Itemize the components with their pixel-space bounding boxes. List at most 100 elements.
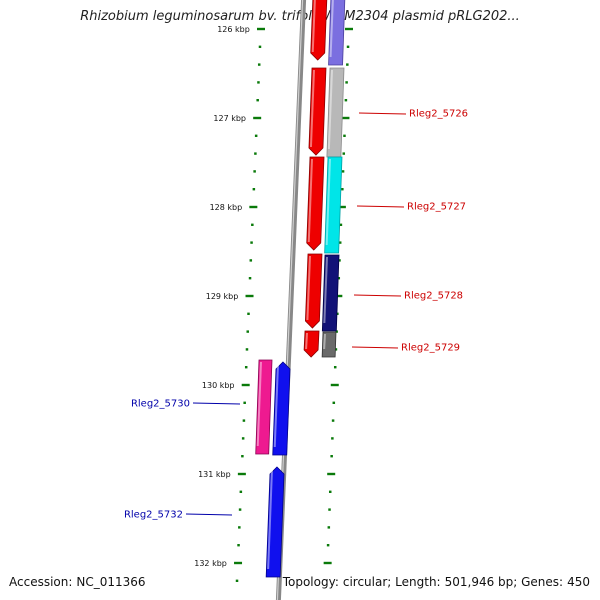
cog-block-Rleg2_5729-sheen (323, 333, 326, 350)
gene-label-leader-Rleg2_5728 (353, 294, 402, 297)
outer-scale-minor-tick (331, 437, 334, 440)
genome-stats-footer: Topology: circular; Length: 501,946 bp; Ge… (283, 575, 590, 589)
gene-block-Rleg2_5728 (305, 253, 323, 329)
outer-scale-minor-tick (346, 63, 349, 66)
outer-scale-minor-tick (346, 45, 350, 48)
gene-block-prev-cds-sheen (311, 0, 316, 53)
accession-label: Accession: (9, 575, 73, 589)
gene-block-Rleg2_5732 (265, 466, 285, 578)
cog-block-Rleg2_5730-sheen (256, 361, 262, 447)
gene-block-Rleg2_5727-sheen (307, 158, 313, 243)
cog-block-prev (328, 0, 346, 66)
genes-label: ; Genes: (513, 575, 564, 589)
outer-scale-minor-tick (338, 259, 341, 262)
inner-scale-minor-tick (248, 277, 252, 280)
inner-scale-minor-tick (239, 490, 243, 493)
inner-scale-minor-tick (250, 241, 253, 244)
gene-label-Rleg2_5727: Rleg2_5727 (407, 202, 466, 213)
inner-scale-minor-tick (245, 348, 249, 351)
outer-scale-minor-tick (338, 241, 342, 244)
inner-scale-major-tick (245, 294, 254, 298)
length-value: 501,946 bp (444, 575, 514, 589)
gene-label-leader-Rleg2_5732 (185, 513, 233, 516)
inner-scale-major-tick (257, 27, 265, 31)
outer-scale-minor-tick (333, 366, 337, 369)
outer-scale-major-tick (323, 561, 332, 565)
cog-block-Rleg2_5728 (321, 254, 340, 332)
scale-label-127kbp: 127 kbp (213, 114, 246, 123)
outer-scale-minor-tick (328, 508, 331, 511)
inner-scale-minor-tick (247, 312, 250, 315)
gene-block-Rleg2_5732-sheen (267, 468, 273, 570)
outer-scale-major-tick (341, 116, 350, 120)
inner-scale-minor-tick (235, 579, 239, 582)
scale-label-131kbp: 131 kbp (198, 470, 231, 479)
cog-block-Rleg2_5727 (324, 156, 343, 254)
scale-label-128kbp: 128 kbp (210, 203, 243, 212)
gene-block-Rleg2_5726-sheen (309, 69, 315, 148)
outer-scale-minor-tick (328, 490, 332, 493)
inner-scale-minor-tick (246, 330, 249, 333)
cog-block-prev-sheen (329, 0, 334, 58)
inner-scale-minor-tick (238, 526, 241, 529)
outer-scale-major-tick (330, 383, 339, 387)
inner-scale-minor-tick (253, 170, 256, 173)
inner-scale-minor-tick (258, 45, 262, 48)
scale-label-132kbp: 132 kbp (194, 559, 227, 568)
inner-scale-major-tick (249, 205, 258, 209)
outer-scale-minor-tick (344, 99, 348, 102)
outer-scale-minor-tick (335, 330, 338, 333)
gene-label-Rleg2_5732: Rleg2_5732 (124, 510, 183, 521)
outer-scale-minor-tick (341, 170, 345, 173)
inner-scale-major-tick (234, 561, 243, 565)
gene-block-Rleg2_5729 (303, 330, 320, 358)
inner-scale-major-tick (241, 383, 250, 387)
outer-scale-major-tick (345, 27, 353, 31)
inner-scale-minor-tick (242, 419, 246, 422)
inner-scale-major-tick (237, 472, 246, 476)
inner-scale-minor-tick (254, 152, 257, 155)
gene-label-leader-Rleg2_5730 (192, 402, 241, 405)
scale-label-130kbp: 130 kbp (202, 381, 235, 390)
cog-block-Rleg2_5726-sheen (327, 69, 333, 150)
map-title: Rhizobium leguminosarum bv. trifolii WSM… (80, 9, 520, 24)
length-label: ; Length: (387, 575, 441, 589)
gene-label-Rleg2_5726: Rleg2_5726 (409, 109, 468, 120)
cog-block-Rleg2_5729 (321, 331, 337, 358)
inner-scale-minor-tick (256, 99, 259, 102)
inner-scale-minor-tick (252, 188, 256, 191)
inner-scale-minor-tick (254, 134, 258, 137)
gene-label-Rleg2_5730: Rleg2_5730 (131, 399, 190, 410)
outer-scale-major-tick (327, 472, 336, 476)
gene-block-Rleg2_5729-sheen (305, 332, 308, 350)
cog-block-Rleg2_5727-sheen (325, 158, 331, 246)
outer-scale-minor-tick (334, 348, 338, 351)
accession-value: NC_011366 (76, 575, 146, 589)
outer-scale-minor-tick (326, 544, 330, 547)
inner-scale-minor-tick (241, 455, 244, 458)
accession-footer: Accession: NC_011366 (9, 575, 146, 589)
inner-scale-minor-tick (249, 259, 253, 262)
genes-value: 450 (567, 575, 590, 589)
gene-block-prev-cds (310, 0, 328, 61)
outer-scale-major-tick (337, 205, 346, 209)
inner-scale-minor-tick (257, 63, 261, 66)
outer-scale-minor-tick (336, 312, 339, 315)
outer-scale-minor-tick (327, 526, 331, 529)
outer-scale-major-tick (334, 294, 343, 298)
inner-scale-minor-tick (251, 223, 254, 226)
outer-scale-minor-tick (342, 152, 346, 155)
inner-scale-minor-tick (257, 81, 260, 84)
gene-label-leader-Rleg2_5729 (351, 346, 399, 349)
gene-block-Rleg2_5730-sheen (273, 363, 279, 448)
gene-label-leader-Rleg2_5726 (358, 112, 407, 115)
inner-scale-major-tick (253, 116, 262, 120)
outer-scale-minor-tick (343, 134, 346, 137)
gene-label-Rleg2_5729: Rleg2_5729 (401, 343, 460, 354)
inner-scale-minor-tick (244, 366, 248, 369)
topology-value: circular (342, 575, 388, 589)
cog-block-Rleg2_5728-sheen (323, 256, 328, 324)
gene-block-Rleg2_5726 (308, 67, 327, 156)
gene-label-leader-Rleg2_5727 (356, 205, 405, 208)
